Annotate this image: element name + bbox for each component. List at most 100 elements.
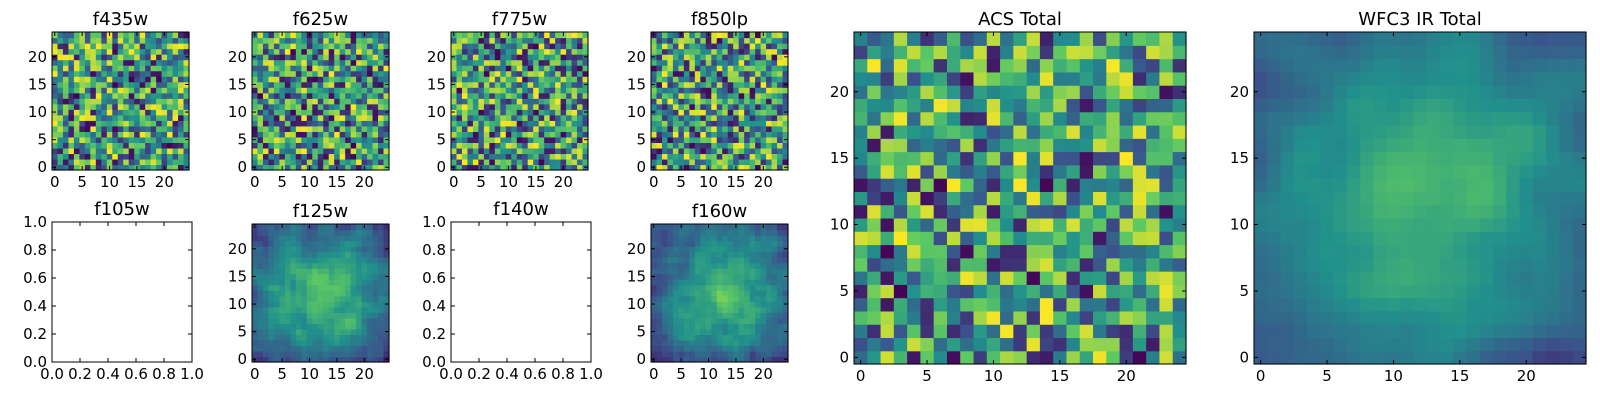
heatmap-cell (782, 257, 789, 264)
heatmap-cell (295, 306, 302, 313)
heatmap-cell (689, 147, 696, 155)
heatmap-cell (339, 334, 346, 341)
heatmap-cell (920, 178, 935, 192)
heatmap-cell (378, 125, 385, 132)
heatmap-cell (716, 251, 723, 258)
heatmap-cell (339, 65, 346, 72)
heatmap-cell (678, 131, 685, 138)
heatmap-cell (312, 103, 319, 110)
heatmap-cell (279, 43, 286, 50)
heatmap-cell (1053, 98, 1068, 113)
heatmap-cell (323, 54, 330, 61)
heatmap-cell (372, 284, 379, 291)
heatmap-cell (139, 109, 146, 116)
heatmap-cell (483, 37, 490, 44)
heatmap-cell (101, 103, 108, 110)
heatmap-cell (101, 158, 108, 166)
heatmap-cell (161, 114, 168, 121)
heatmap-cell (667, 125, 674, 132)
heatmap-cell (334, 103, 341, 110)
heatmap-cell (295, 70, 302, 77)
heatmap-cell (378, 87, 385, 94)
heatmap-cell (683, 323, 690, 330)
heatmap-cell (478, 37, 485, 44)
heatmap-cell (1280, 284, 1295, 299)
heatmap-cell (339, 98, 346, 105)
heatmap-cell (361, 65, 368, 72)
heatmap-cell (1506, 310, 1521, 325)
heatmap-cell (334, 87, 341, 94)
heatmap-cell (722, 48, 729, 55)
heatmap-cell (317, 59, 324, 66)
heatmap-cell (689, 306, 696, 313)
heatmap-cell (716, 81, 723, 88)
heatmap-cell (749, 312, 756, 319)
heatmap-cell (549, 164, 556, 171)
heatmap-cell (960, 231, 975, 246)
heatmap-cell (339, 301, 346, 308)
heatmap-cell (456, 158, 463, 166)
heatmap-cell (134, 54, 141, 61)
heatmap-cell (106, 125, 113, 132)
heatmap-cell (571, 59, 578, 66)
heatmap-cell (722, 43, 729, 50)
heatmap-cell (661, 224, 669, 231)
heatmap-cell (295, 158, 302, 166)
heatmap-cell (317, 120, 324, 127)
heatmap-cell (705, 87, 712, 94)
heatmap-cell (284, 158, 291, 166)
heatmap-cell (301, 339, 308, 347)
heatmap-cell (1320, 284, 1335, 299)
heatmap-cell (252, 235, 259, 242)
heatmap-cell (749, 147, 756, 155)
heatmap-cell (1053, 71, 1068, 86)
heatmap-cell (500, 153, 507, 160)
heatmap-cell (560, 87, 567, 94)
heatmap-cell (489, 142, 496, 149)
heatmap-cell (1079, 244, 1094, 259)
heatmap-cell (667, 273, 674, 280)
heatmap-cell (749, 295, 756, 302)
heatmap-cell (716, 295, 723, 302)
heatmap-cell (651, 339, 658, 347)
heatmap-cell (345, 125, 352, 132)
heatmap-cell (667, 240, 674, 247)
heatmap-cell (106, 65, 113, 72)
heatmap-cell (106, 87, 113, 94)
heatmap-cell (1013, 257, 1028, 272)
heatmap-cell (150, 76, 157, 83)
heatmap-cell (683, 339, 690, 347)
heatmap-cell (112, 103, 119, 110)
heatmap-cell (52, 131, 59, 138)
heatmap-cell (511, 103, 518, 110)
heatmap-cell (694, 268, 701, 275)
heatmap-cell (317, 334, 324, 341)
heatmap-cell (1066, 310, 1081, 325)
heatmap-cell (328, 81, 335, 88)
heatmap-cell (705, 262, 712, 269)
heatmap-cell (777, 43, 784, 50)
heatmap-cell (467, 81, 474, 88)
heatmap-cell (571, 103, 578, 110)
heatmap-cell (328, 268, 335, 275)
heatmap-cell (68, 59, 75, 66)
heatmap-cell (1000, 324, 1014, 339)
heatmap-cell (667, 32, 674, 39)
heatmap-cell (920, 45, 935, 60)
heatmap-cell (727, 103, 734, 110)
heatmap-cell (500, 32, 507, 39)
heatmap-cell (1506, 231, 1521, 246)
heatmap-cell (356, 54, 363, 61)
heatmap-cell (1479, 217, 1494, 232)
heatmap-cell (1360, 337, 1375, 352)
heatmap-cell (1373, 231, 1388, 246)
heatmap-cell (317, 328, 324, 335)
heatmap-cell (700, 158, 707, 166)
heatmap-cell (716, 48, 723, 55)
heatmap-cell (128, 131, 135, 138)
heatmap-cell (301, 290, 308, 297)
heatmap-cell (755, 32, 762, 39)
heatmap-cell (383, 235, 390, 242)
heatmap-cell (268, 339, 275, 347)
heatmap-cell (139, 43, 146, 50)
